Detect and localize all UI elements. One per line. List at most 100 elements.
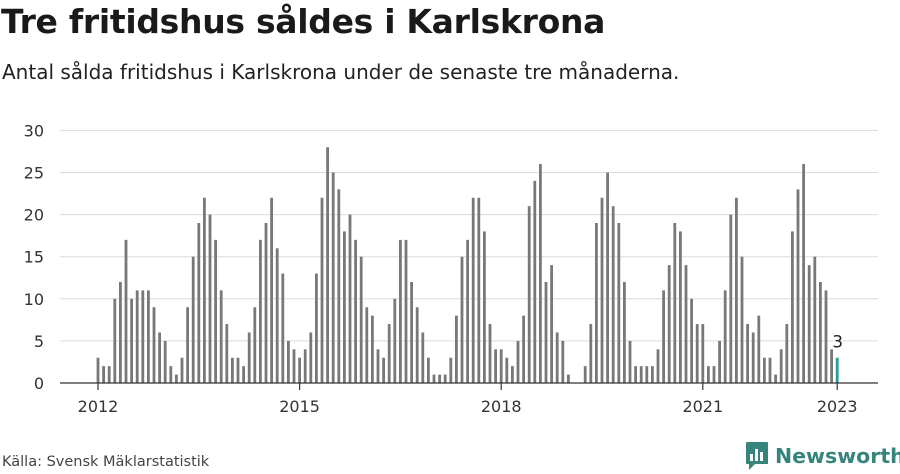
bar xyxy=(701,324,705,383)
bar xyxy=(656,349,660,383)
bar xyxy=(819,281,822,383)
bar xyxy=(483,231,486,383)
bar xyxy=(287,340,290,383)
x-tick-label: 2023 xyxy=(817,397,858,416)
bar xyxy=(102,366,105,383)
bar xyxy=(320,197,324,383)
y-tick-label: 15 xyxy=(24,248,44,267)
bar xyxy=(673,223,677,383)
bar xyxy=(186,307,189,383)
bar xyxy=(466,239,469,383)
bar xyxy=(449,357,453,383)
chart-subtitle: Antal sålda fritidshus i Karlskrona unde… xyxy=(2,60,680,84)
bar xyxy=(791,231,794,383)
bar xyxy=(303,349,307,383)
bar xyxy=(662,290,665,383)
bar xyxy=(718,340,721,383)
bar xyxy=(315,273,318,383)
x-axis-ticks: 2012 2015 2018 2021 2023 xyxy=(78,383,858,416)
bar xyxy=(359,256,363,383)
bar xyxy=(785,324,789,383)
bar xyxy=(225,324,229,383)
bar xyxy=(393,298,397,383)
bar xyxy=(774,374,777,383)
bar xyxy=(763,357,766,383)
bar xyxy=(813,256,817,383)
x-tick-label: 2015 xyxy=(279,397,320,416)
bar xyxy=(130,298,133,383)
bar xyxy=(455,315,458,383)
bar xyxy=(595,223,598,383)
bar xyxy=(511,366,514,383)
bar xyxy=(432,374,436,383)
last-value-label: 3 xyxy=(832,333,843,353)
y-tick-label: 0 xyxy=(34,374,44,393)
y-tick-label: 20 xyxy=(24,206,44,225)
bar xyxy=(757,315,761,383)
bar xyxy=(522,315,525,383)
bar xyxy=(236,357,240,383)
bar xyxy=(421,332,425,383)
bar xyxy=(567,374,570,383)
bar xyxy=(96,357,100,383)
bar xyxy=(796,189,800,383)
bar xyxy=(337,189,341,383)
bar xyxy=(830,349,833,383)
bar xyxy=(707,366,710,383)
bar xyxy=(197,223,201,383)
bar xyxy=(623,281,626,383)
bar xyxy=(107,366,111,383)
bar xyxy=(124,239,128,383)
bar xyxy=(516,340,520,383)
bar xyxy=(231,357,234,383)
bar xyxy=(354,239,357,383)
bar xyxy=(779,349,783,383)
bar xyxy=(175,374,178,383)
chart-title: Tre fritidshus såldes i Karlskrona xyxy=(1,2,606,41)
bar xyxy=(427,357,430,383)
bar xyxy=(712,366,716,383)
bar xyxy=(242,366,245,383)
bar xyxy=(247,332,251,383)
bar xyxy=(438,374,441,383)
bar xyxy=(264,223,268,383)
brand-logo[interactable]: Newsworthy xyxy=(745,441,900,471)
bar xyxy=(589,324,593,383)
bar xyxy=(807,265,811,383)
bar xyxy=(410,281,413,383)
bar xyxy=(645,366,649,383)
bar xyxy=(768,357,772,383)
bar xyxy=(639,366,643,383)
bar xyxy=(606,172,609,383)
bar xyxy=(583,366,587,383)
bar xyxy=(611,206,615,383)
y-tick-label: 5 xyxy=(34,332,44,351)
bar xyxy=(684,265,688,383)
bar xyxy=(488,324,492,383)
bar xyxy=(365,307,369,383)
bar xyxy=(152,307,156,383)
bar xyxy=(802,164,805,383)
bar xyxy=(735,197,738,383)
bar xyxy=(499,349,503,383)
bar xyxy=(494,349,497,383)
bar-highlight xyxy=(835,357,839,383)
bar xyxy=(309,332,313,383)
bar xyxy=(298,357,301,383)
x-tick-label: 2012 xyxy=(78,397,119,416)
bar xyxy=(343,231,346,383)
bar xyxy=(443,374,447,383)
bar xyxy=(539,164,542,383)
bar xyxy=(135,290,139,383)
bar xyxy=(399,239,402,383)
x-tick-label: 2021 xyxy=(682,397,723,416)
y-axis-ticks: 0 5 10 15 20 25 30 xyxy=(24,121,44,393)
bar xyxy=(527,206,531,383)
bar xyxy=(331,172,335,383)
bar xyxy=(163,340,167,383)
bar xyxy=(746,324,749,383)
bar xyxy=(158,332,161,383)
bar xyxy=(415,307,419,383)
bar xyxy=(723,290,727,383)
